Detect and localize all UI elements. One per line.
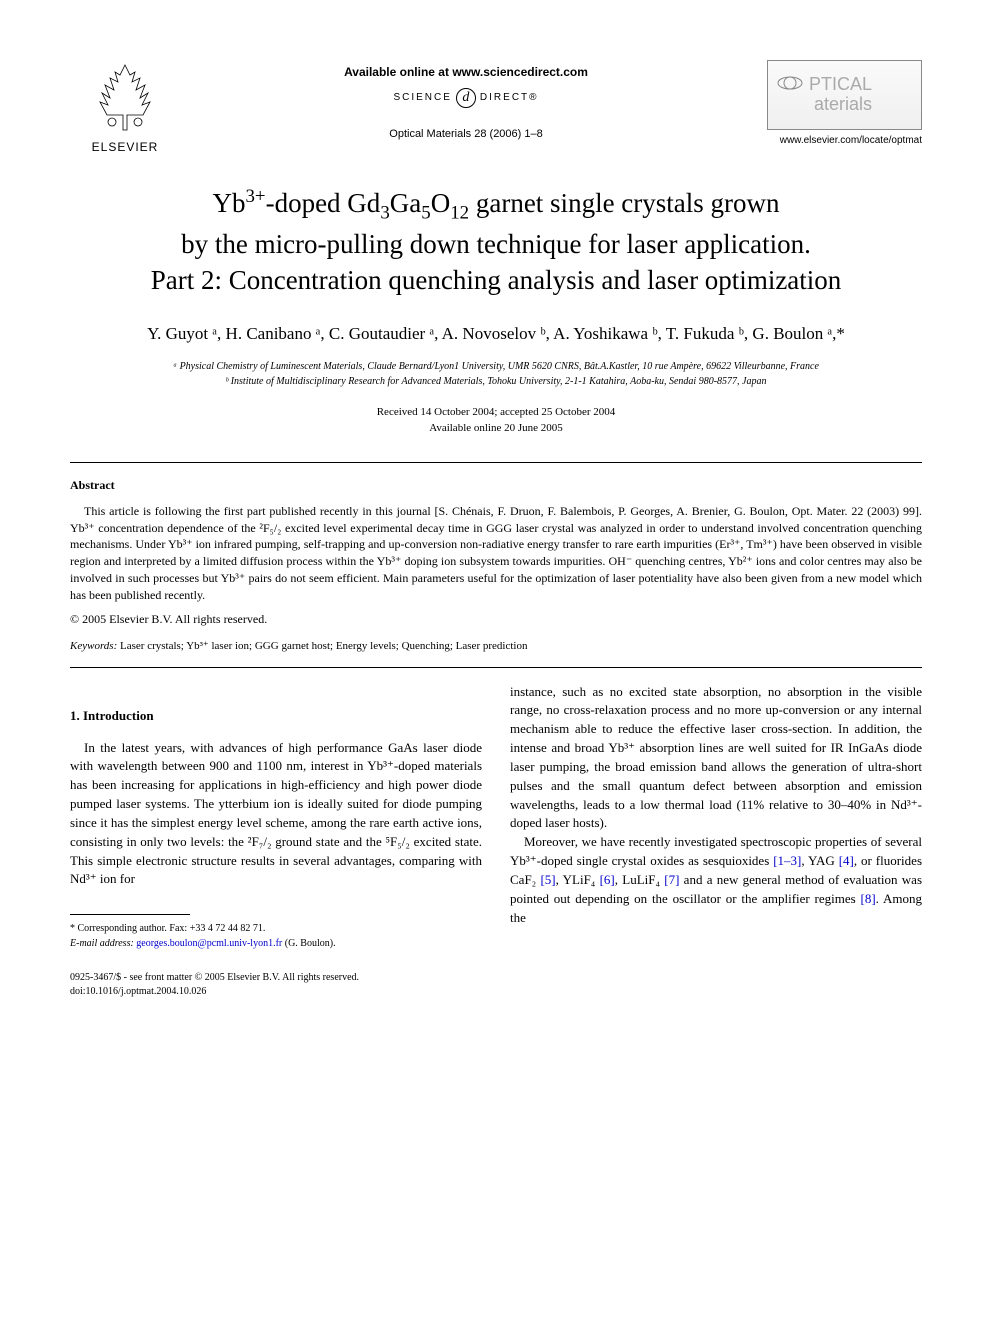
- affiliations: ᵃ Physical Chemistry of Luminescent Mate…: [70, 359, 922, 389]
- corresponding-author-footnote: * Corresponding author. Fax: +33 4 72 44…: [70, 921, 482, 951]
- ref-link-8[interactable]: [8]: [860, 891, 875, 906]
- sd-left: SCIENCE: [393, 92, 451, 103]
- sd-right: DIRECT®: [480, 92, 539, 103]
- ref-link-5[interactable]: [5]: [540, 872, 555, 887]
- science-direct-logo: SCIENCE d DIRECT®: [393, 88, 538, 108]
- ref-link-6[interactable]: [6]: [600, 872, 615, 887]
- abstract-text: This article is following the first part…: [70, 503, 922, 604]
- keywords-label: Keywords:: [70, 640, 117, 652]
- sd-circle-icon: d: [456, 88, 476, 108]
- section-1-heading: 1. Introduction: [70, 708, 482, 724]
- available-online-text: Available online at www.sciencedirect.co…: [180, 65, 752, 79]
- journal-lens-icon: [776, 73, 804, 93]
- email-label: E-mail address:: [70, 938, 136, 949]
- affiliation-a: ᵃ Physical Chemistry of Luminescent Mate…: [70, 359, 922, 374]
- journal-logo-text: PTICAL aterials: [809, 75, 880, 115]
- received-date: Received 14 October 2004; accepted 25 Oc…: [70, 404, 922, 421]
- email-suffix: (G. Boulon).: [282, 938, 335, 949]
- body-columns: 1. Introduction In the latest years, wit…: [70, 683, 922, 1000]
- divider-bottom: [70, 667, 922, 668]
- publisher-block: ELSEVIER: [70, 60, 180, 154]
- article-dates: Received 14 October 2004; accepted 25 Oc…: [70, 404, 922, 437]
- affiliation-b: ᵇ Institute of Multidisciplinary Researc…: [70, 374, 922, 389]
- header-center: Available online at www.sciencedirect.co…: [180, 60, 752, 140]
- keywords-text: Laser crystals; Yb³⁺ laser ion; GGG garn…: [117, 640, 527, 652]
- ref-link-4[interactable]: [4]: [839, 853, 854, 868]
- right-column: instance, such as no excited state absor…: [510, 683, 922, 1000]
- keywords: Keywords: Laser crystals; Yb³⁺ laser ion…: [70, 639, 922, 652]
- authors-list: Y. Guyot ᵃ, H. Canibano ᵃ, C. Goutaudier…: [70, 324, 922, 344]
- page-header: ELSEVIER Available online at www.science…: [70, 60, 922, 154]
- divider-top: [70, 462, 922, 463]
- intro-paragraph-2: Moreover, we have recently investigated …: [510, 833, 922, 927]
- header-right: PTICAL aterials www.elsevier.com/locate/…: [752, 60, 922, 146]
- footnote-corr: * Corresponding author. Fax: +33 4 72 44…: [70, 921, 482, 936]
- article-title: Yb3+-doped Gd3Ga5O12 garnet single cryst…: [70, 184, 922, 299]
- ref-link-1-3[interactable]: [1–3]: [773, 853, 801, 868]
- intro-paragraph-1: In the latest years, with advances of hi…: [70, 739, 482, 890]
- intro-paragraph-1-cont: instance, such as no excited state absor…: [510, 683, 922, 834]
- doi-line: doi:10.1016/j.optmat.2004.10.026: [70, 985, 482, 999]
- online-date: Available online 20 June 2005: [70, 420, 922, 437]
- journal-logo: PTICAL aterials: [767, 60, 922, 130]
- publisher-name: ELSEVIER: [92, 140, 159, 154]
- journal-url: www.elsevier.com/locate/optmat: [780, 135, 922, 146]
- elsevier-tree-icon: [90, 60, 160, 135]
- email-address[interactable]: georges.boulon@pcml.univ-lyon1.fr: [136, 938, 282, 949]
- abstract-heading: Abstract: [70, 478, 922, 493]
- abstract-copyright: © 2005 Elsevier B.V. All rights reserved…: [70, 612, 922, 627]
- footnote-email-line: E-mail address: georges.boulon@pcml.univ…: [70, 936, 482, 951]
- issn-line: 0925-3467/$ - see front matter © 2005 El…: [70, 971, 482, 985]
- journal-reference: Optical Materials 28 (2006) 1–8: [180, 128, 752, 140]
- footnote-separator: [70, 914, 190, 915]
- ref-link-7[interactable]: [7]: [664, 872, 679, 887]
- page-footer: 0925-3467/$ - see front matter © 2005 El…: [70, 971, 482, 999]
- left-column: 1. Introduction In the latest years, wit…: [70, 683, 482, 1000]
